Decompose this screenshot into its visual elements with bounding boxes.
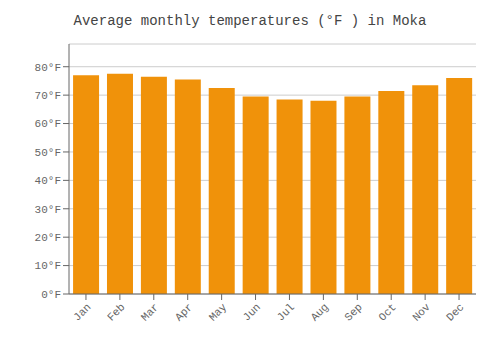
svg-text:Mar: Mar — [139, 301, 161, 323]
svg-text:70°F: 70°F — [35, 90, 61, 102]
svg-text:Apr: Apr — [173, 301, 195, 323]
svg-text:Feb: Feb — [105, 301, 127, 323]
svg-text:60°F: 60°F — [35, 118, 61, 130]
svg-text:0°F: 0°F — [41, 289, 61, 301]
svg-text:Jul: Jul — [275, 301, 297, 323]
svg-text:Dec: Dec — [444, 301, 466, 323]
svg-text:May: May — [207, 301, 230, 324]
svg-text:20°F: 20°F — [35, 232, 61, 244]
svg-text:Sep: Sep — [342, 301, 364, 323]
svg-text:50°F: 50°F — [35, 147, 61, 159]
svg-text:Nov: Nov — [410, 301, 433, 324]
svg-text:Jun: Jun — [241, 301, 263, 323]
svg-text:Oct: Oct — [376, 301, 398, 323]
svg-text:10°F: 10°F — [35, 260, 61, 272]
svg-text:40°F: 40°F — [35, 175, 61, 187]
svg-text:30°F: 30°F — [35, 204, 61, 216]
svg-text:80°F: 80°F — [35, 62, 61, 74]
html-text:Average monthly temperatures (: Average monthly temperatures (°F ) in Mo… — [73, 13, 427, 29]
svg-text:Aug: Aug — [309, 301, 331, 323]
svg-text:Jan: Jan — [71, 301, 93, 323]
